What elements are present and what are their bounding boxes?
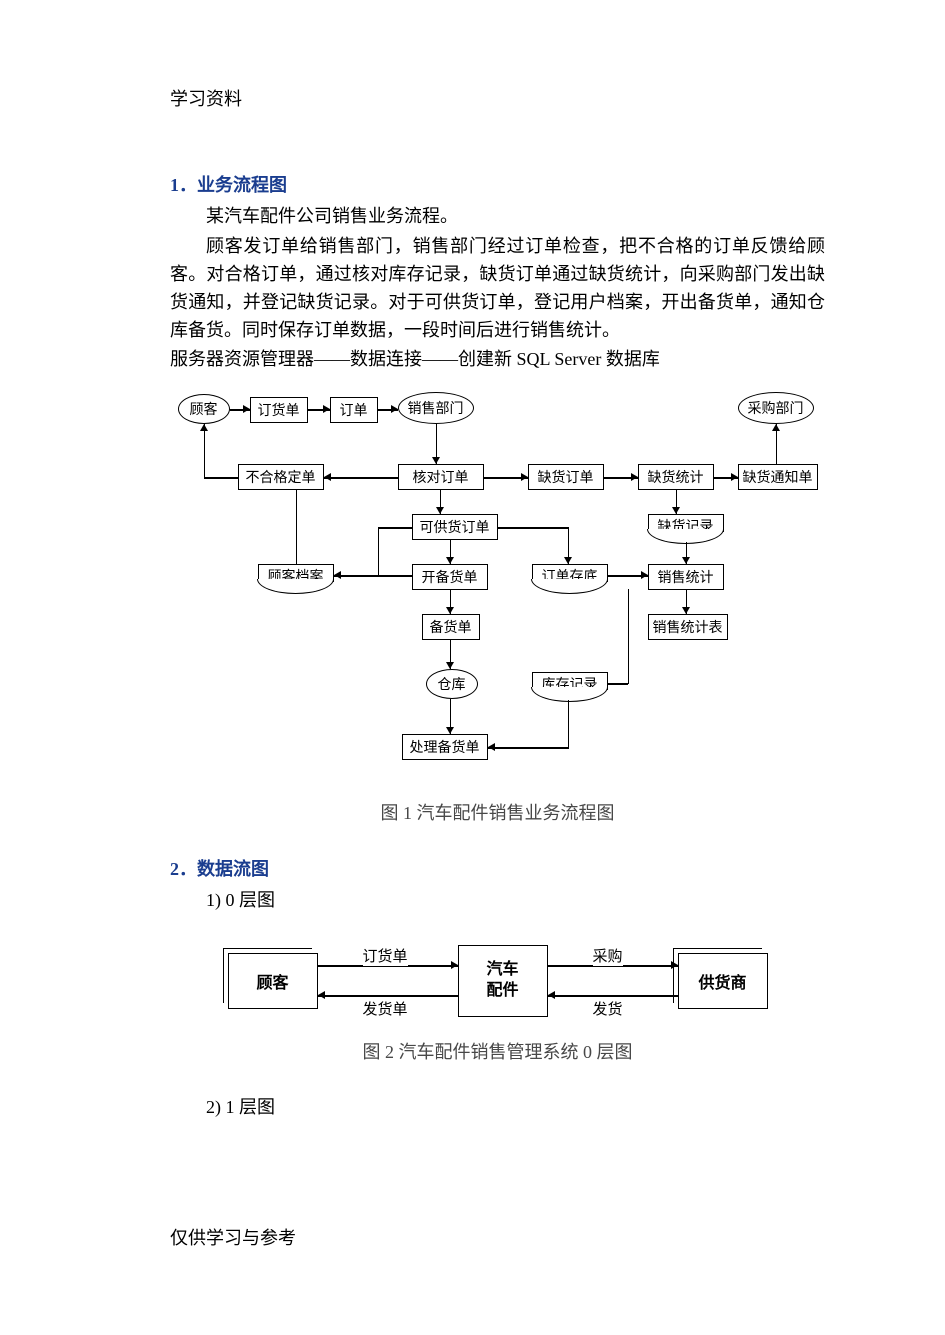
node-shortage-record: 缺货记录 [648,514,724,536]
node-customer-file: 顾客档案 [258,564,334,586]
section1-para: 顾客发订单给销售部门，销售部门经过订单检查，把不合格的订单反馈给顾客。对合格订单… [170,233,825,345]
node-supply-order: 可供货订单 [412,514,498,540]
figure1-caption: 图 1 汽车配件销售业务流程图 [170,799,825,825]
node-prep-goods: 开备货单 [412,564,488,590]
node-process-goods: 处理备货单 [402,734,488,760]
node-customer: 顾客 [178,394,230,424]
node-order-form: 订货单 [250,397,308,423]
section2-heading: 2．数据流图 [170,855,825,881]
page-header: 学习资料 [170,85,825,111]
node-goods-form: 备货单 [422,614,480,640]
node-stock-record: 库存记录 [532,672,608,694]
node-shortage-order: 缺货订单 [528,464,604,490]
flow-order: 订货单 [363,945,408,966]
flow-purchase: 采购 [593,945,623,966]
figure2-dfd: 顾客 汽车 配件 供货商 订货单 发货单 采购 发货 [218,933,778,1028]
section1-line1: 某汽车配件公司销售业务流程。 [170,203,825,231]
page-footer: 仅供学习与参考 [170,1224,296,1250]
node-order-copy: 订单存底 [532,564,608,586]
node-purchase-dept: 采购部门 [738,392,814,424]
node-sales-stat: 销售统计 [648,564,724,590]
node-order: 订单 [330,397,378,423]
node-warehouse: 仓库 [426,669,478,699]
process-auto-parts: 汽车 配件 [458,945,548,1017]
figure1-flowchart: 顾客 订货单 订单 销售部门 采购部门 不合格定单 核对订单 缺货订单 缺货统计… [178,389,818,789]
figure2-caption: 图 2 汽车配件销售管理系统 0 层图 [170,1038,825,1064]
entity-customer: 顾客 [228,953,318,1009]
node-sales-report: 销售统计表 [648,614,728,640]
node-shortage-stat: 缺货统计 [638,464,714,490]
node-invalid-order: 不合格定单 [238,464,324,490]
entity-supplier: 供货商 [678,953,768,1009]
section1-line2: 服务器资源管理器——数据连接——创建新 SQL Server 数据库 [170,346,825,374]
section2-sub2: 2) 1 层图 [206,1094,825,1122]
section2-sub1: 1) 0 层图 [206,887,825,915]
node-sales-dept: 销售部门 [398,392,474,424]
flow-deliver: 发货 [593,998,623,1019]
node-shortage-notice: 缺货通知单 [738,464,818,490]
section1-heading: 1．业务流程图 [170,171,825,197]
node-check-order: 核对订单 [398,464,484,490]
flow-ship: 发货单 [363,998,408,1019]
